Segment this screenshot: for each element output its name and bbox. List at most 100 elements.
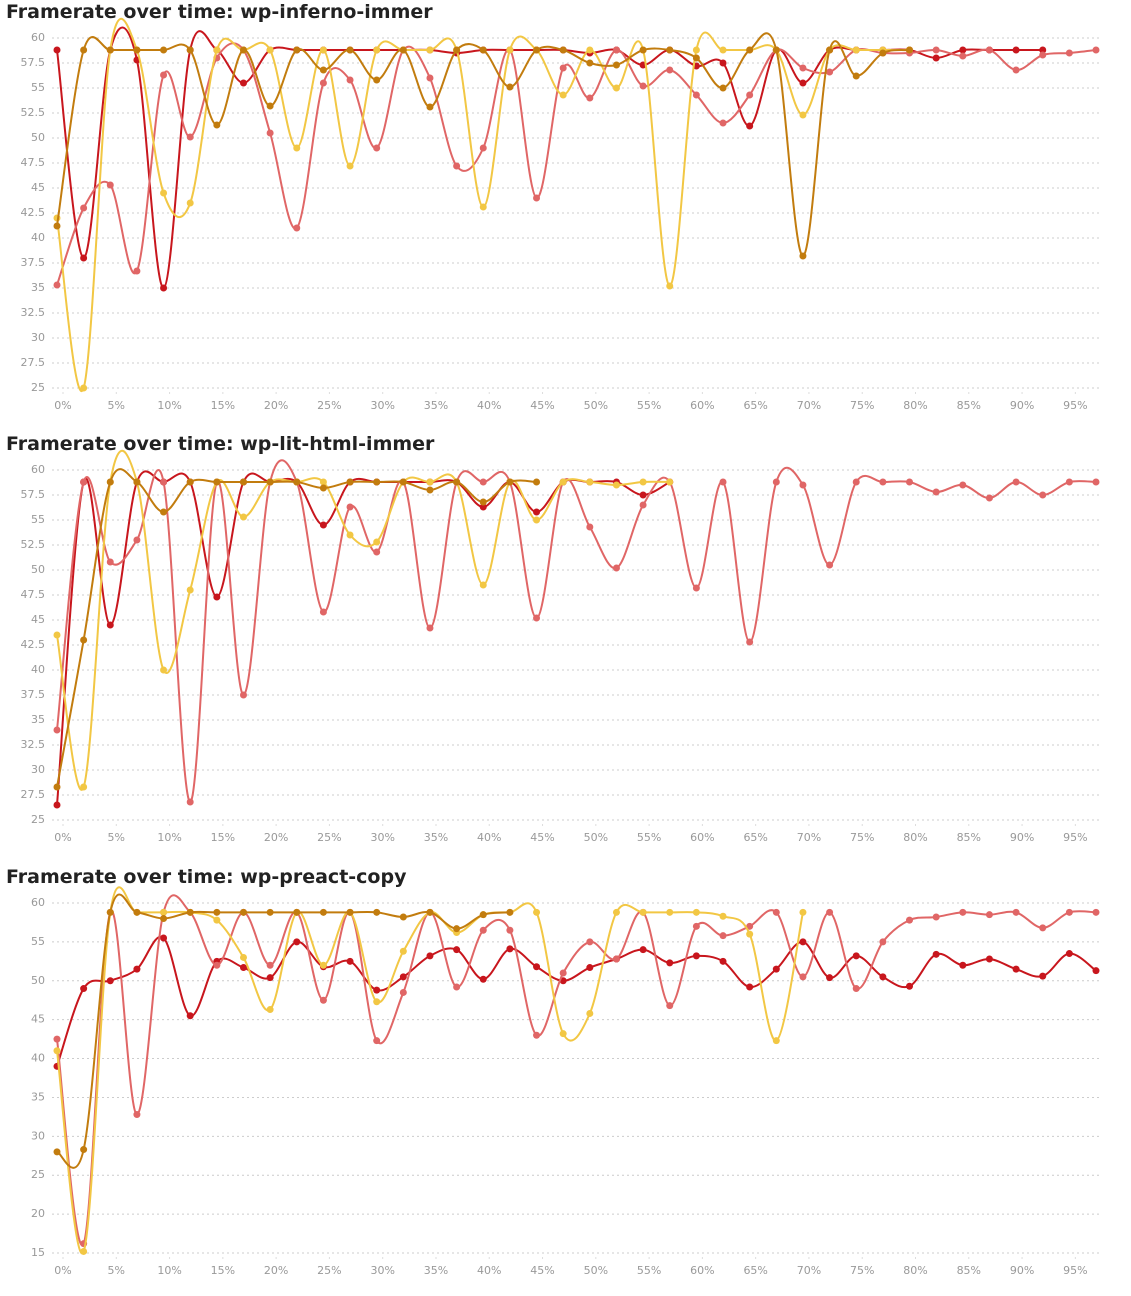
data-point: [746, 930, 754, 938]
data-point: [932, 950, 940, 958]
series-line: [56, 459, 1097, 804]
data-point: [612, 908, 620, 916]
x-tick-label: 70%: [797, 1264, 821, 1277]
data-point: [506, 945, 514, 953]
x-tick-label: 5%: [108, 831, 125, 844]
data-point: [666, 282, 674, 290]
x-tick-label: 80%: [903, 399, 927, 412]
data-point: [53, 726, 61, 734]
data-point: [852, 952, 860, 960]
x-tick-label: 30%: [370, 1264, 394, 1277]
data-point: [373, 998, 381, 1006]
data-point: [53, 46, 61, 54]
data-point: [346, 531, 354, 539]
data-point: [985, 46, 993, 54]
data-point: [319, 46, 327, 54]
data-point: [346, 908, 354, 916]
data-point: [453, 162, 461, 170]
data-point: [346, 162, 354, 170]
data-point: [852, 478, 860, 486]
data-point: [293, 144, 301, 152]
data-point: [186, 46, 194, 54]
data-point: [692, 952, 700, 960]
data-point: [1092, 908, 1100, 916]
data-point: [719, 932, 727, 940]
data-point: [80, 254, 88, 262]
data-point: [266, 908, 274, 916]
data-point: [1039, 491, 1047, 499]
x-tick-label: 30%: [370, 831, 394, 844]
data-point: [80, 636, 88, 644]
data-point: [80, 985, 88, 993]
data-point: [639, 46, 647, 54]
data-point: [293, 224, 301, 232]
y-tick-label: 40: [31, 663, 45, 676]
y-tick-label: 47.5: [21, 156, 46, 169]
y-tick-label: 32.5: [21, 306, 46, 319]
data-point: [133, 965, 141, 973]
data-point: [319, 961, 327, 969]
data-point: [1012, 478, 1020, 486]
data-point: [106, 558, 114, 566]
data-point: [373, 46, 381, 54]
data-point: [799, 938, 807, 946]
x-tick-label: 0%: [54, 1264, 71, 1277]
data-point: [906, 916, 914, 924]
x-tick-label: 15%: [211, 399, 235, 412]
y-tick-label: 37.5: [21, 688, 46, 701]
x-tick-label: 5%: [108, 399, 125, 412]
x-tick-label: 30%: [370, 399, 394, 412]
data-point: [959, 908, 967, 916]
data-point: [80, 1247, 88, 1255]
data-point: [266, 961, 274, 969]
data-point: [373, 144, 381, 152]
data-point: [399, 913, 407, 921]
data-point: [879, 49, 887, 57]
data-point: [959, 961, 967, 969]
x-tick-label: 55%: [637, 1264, 661, 1277]
data-point: [133, 536, 141, 544]
data-point: [746, 638, 754, 646]
data-point: [852, 46, 860, 54]
data-point: [80, 46, 88, 54]
data-point: [639, 946, 647, 954]
data-point: [186, 1012, 194, 1020]
data-point: [692, 54, 700, 62]
data-point: [719, 46, 727, 54]
chart-title: Framerate over time: wp-preact-copy: [6, 866, 407, 888]
data-point: [1012, 965, 1020, 973]
data-point: [1039, 46, 1047, 54]
data-point: [53, 631, 61, 639]
y-tick-label: 47.5: [21, 588, 46, 601]
data-point: [426, 46, 434, 54]
data-point: [879, 938, 887, 946]
data-point: [666, 908, 674, 916]
data-point: [479, 203, 487, 211]
data-point: [559, 91, 567, 99]
x-tick-label: 90%: [1010, 399, 1034, 412]
data-point: [160, 915, 168, 923]
x-tick-label: 0%: [54, 399, 71, 412]
data-point: [239, 46, 247, 54]
data-point: [479, 975, 487, 983]
data-point: [533, 614, 541, 622]
y-tick-label: 52.5: [21, 538, 46, 551]
data-point: [612, 84, 620, 92]
data-point: [186, 133, 194, 141]
data-point: [399, 973, 407, 981]
data-point: [53, 801, 61, 809]
data-point: [266, 478, 274, 486]
x-tick-label: 45%: [530, 1264, 554, 1277]
data-point: [186, 478, 194, 486]
data-point: [319, 79, 327, 87]
y-tick-label: 40: [31, 231, 45, 244]
data-point: [506, 46, 514, 54]
data-point: [80, 1146, 88, 1154]
data-point: [985, 955, 993, 963]
data-point: [399, 947, 407, 955]
data-point: [346, 957, 354, 965]
x-tick-label: 95%: [1063, 1264, 1087, 1277]
data-point: [1012, 46, 1020, 54]
data-point: [266, 46, 274, 54]
data-point: [932, 54, 940, 62]
